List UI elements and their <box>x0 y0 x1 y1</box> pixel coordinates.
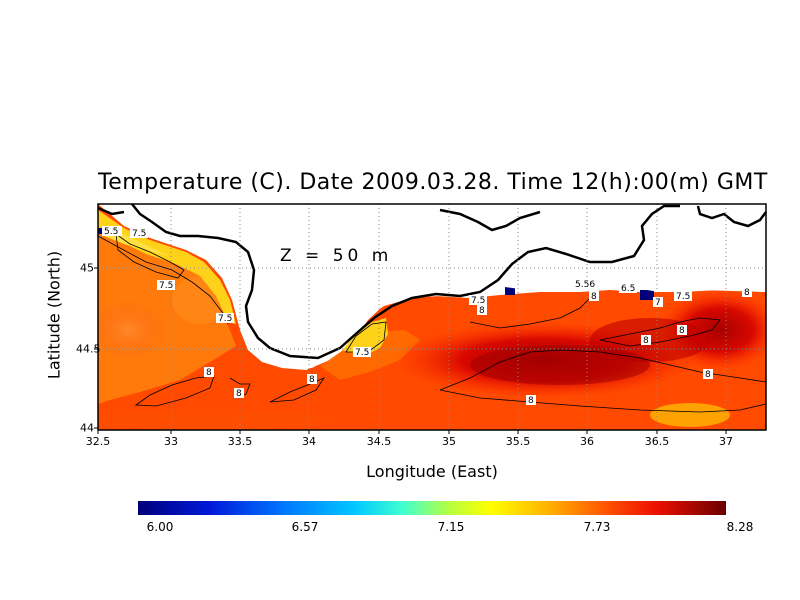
contour-label: 5.5 <box>102 226 122 237</box>
svg-text:7.5: 7.5 <box>132 229 146 239</box>
contour-label: 8 <box>204 367 214 378</box>
contour-label: 8 <box>589 291 599 302</box>
y-axis-label: Latitude (North) <box>44 250 64 380</box>
contour-label: 7.5 <box>157 280 175 291</box>
x-tick-label: 37 <box>719 435 733 448</box>
colorbar <box>138 501 726 515</box>
contour-label: 8 <box>234 388 244 399</box>
contour-label: 8 <box>526 395 536 406</box>
crimea-land <box>136 204 766 368</box>
contour-label: 8 <box>641 335 651 346</box>
contour-label: 6.5 <box>619 283 637 294</box>
svg-text:7.5: 7.5 <box>355 348 369 358</box>
x-tick-label: 35 <box>442 435 456 448</box>
contour-lines <box>97 233 767 413</box>
svg-text:5.5: 5.5 <box>104 227 118 237</box>
svg-text:8: 8 <box>679 326 685 336</box>
map-title: Temperature (C). Date 2009.03.28. Time 1… <box>98 170 768 195</box>
svg-text:7.5: 7.5 <box>471 296 485 306</box>
x-tick-label: 36 <box>580 435 594 448</box>
x-tick-label: 34 <box>302 435 316 448</box>
grid-lines <box>98 204 766 430</box>
svg-text:8: 8 <box>236 389 242 399</box>
depth-label: Z = 50 m <box>280 246 393 266</box>
svg-text:8: 8 <box>705 370 711 380</box>
colorbar-tick-label: 8.28 <box>726 520 754 534</box>
svg-text:7.5: 7.5 <box>159 281 173 291</box>
svg-text:7.5: 7.5 <box>676 292 690 302</box>
coastline <box>131 203 680 360</box>
svg-text:8: 8 <box>643 336 649 346</box>
map-frame <box>97 203 767 431</box>
contour-label: 8 <box>677 325 687 336</box>
contour-label: 8 <box>307 374 317 385</box>
contour-label: 8 <box>742 287 752 298</box>
svg-text:8: 8 <box>479 306 485 316</box>
colorbar-tick-label: 7.73 <box>583 520 611 534</box>
contour-label: 7.5 <box>674 291 692 302</box>
x-tick-label: 36.5 <box>644 435 670 448</box>
contour-label: 8 <box>703 369 713 380</box>
svg-text:8: 8 <box>591 292 597 302</box>
svg-text:8: 8 <box>309 375 315 385</box>
contour-label: 8 <box>477 305 487 316</box>
contour-label: 7.5 <box>353 347 371 358</box>
svg-text:5.56: 5.56 <box>575 280 595 290</box>
y-tick-label: 44.5 <box>76 342 101 356</box>
contour-label: 7.5 <box>216 313 234 324</box>
colorbar-tick-label: 6.00 <box>146 520 174 534</box>
contour-label: 7.5 <box>130 228 148 239</box>
svg-text:8: 8 <box>744 288 750 298</box>
svg-text:7.5: 7.5 <box>218 314 232 324</box>
x-tick-label: 33 <box>164 435 178 448</box>
y-tick-label: 44 <box>80 421 94 435</box>
x-tick-label: 33.5 <box>227 435 253 448</box>
colorbar-tick-label: 6.57 <box>291 520 319 534</box>
svg-text:8: 8 <box>206 368 212 378</box>
y-tick-label: 45 <box>80 261 94 275</box>
contour-label: 7.5 <box>469 295 487 306</box>
x-tick-label: 34.5 <box>366 435 392 448</box>
svg-text:6.5: 6.5 <box>621 284 635 294</box>
svg-text:8: 8 <box>528 396 534 406</box>
axis-tick-marks <box>94 267 727 434</box>
x-axis-label: Longitude (East) <box>366 462 498 481</box>
x-tick-label: 35.5 <box>505 435 531 448</box>
contour-label: 7 <box>653 297 663 308</box>
contour-label: 5.56 <box>573 279 597 290</box>
colorbar-tick-label: 7.15 <box>437 520 465 534</box>
svg-text:7: 7 <box>655 298 661 308</box>
x-tick-label: 32.5 <box>85 435 111 448</box>
contour-labels: 5.5 7.5 7.5 7.5 7.5 7.5 8 8 8 8 8 8 8 8 … <box>102 226 752 406</box>
